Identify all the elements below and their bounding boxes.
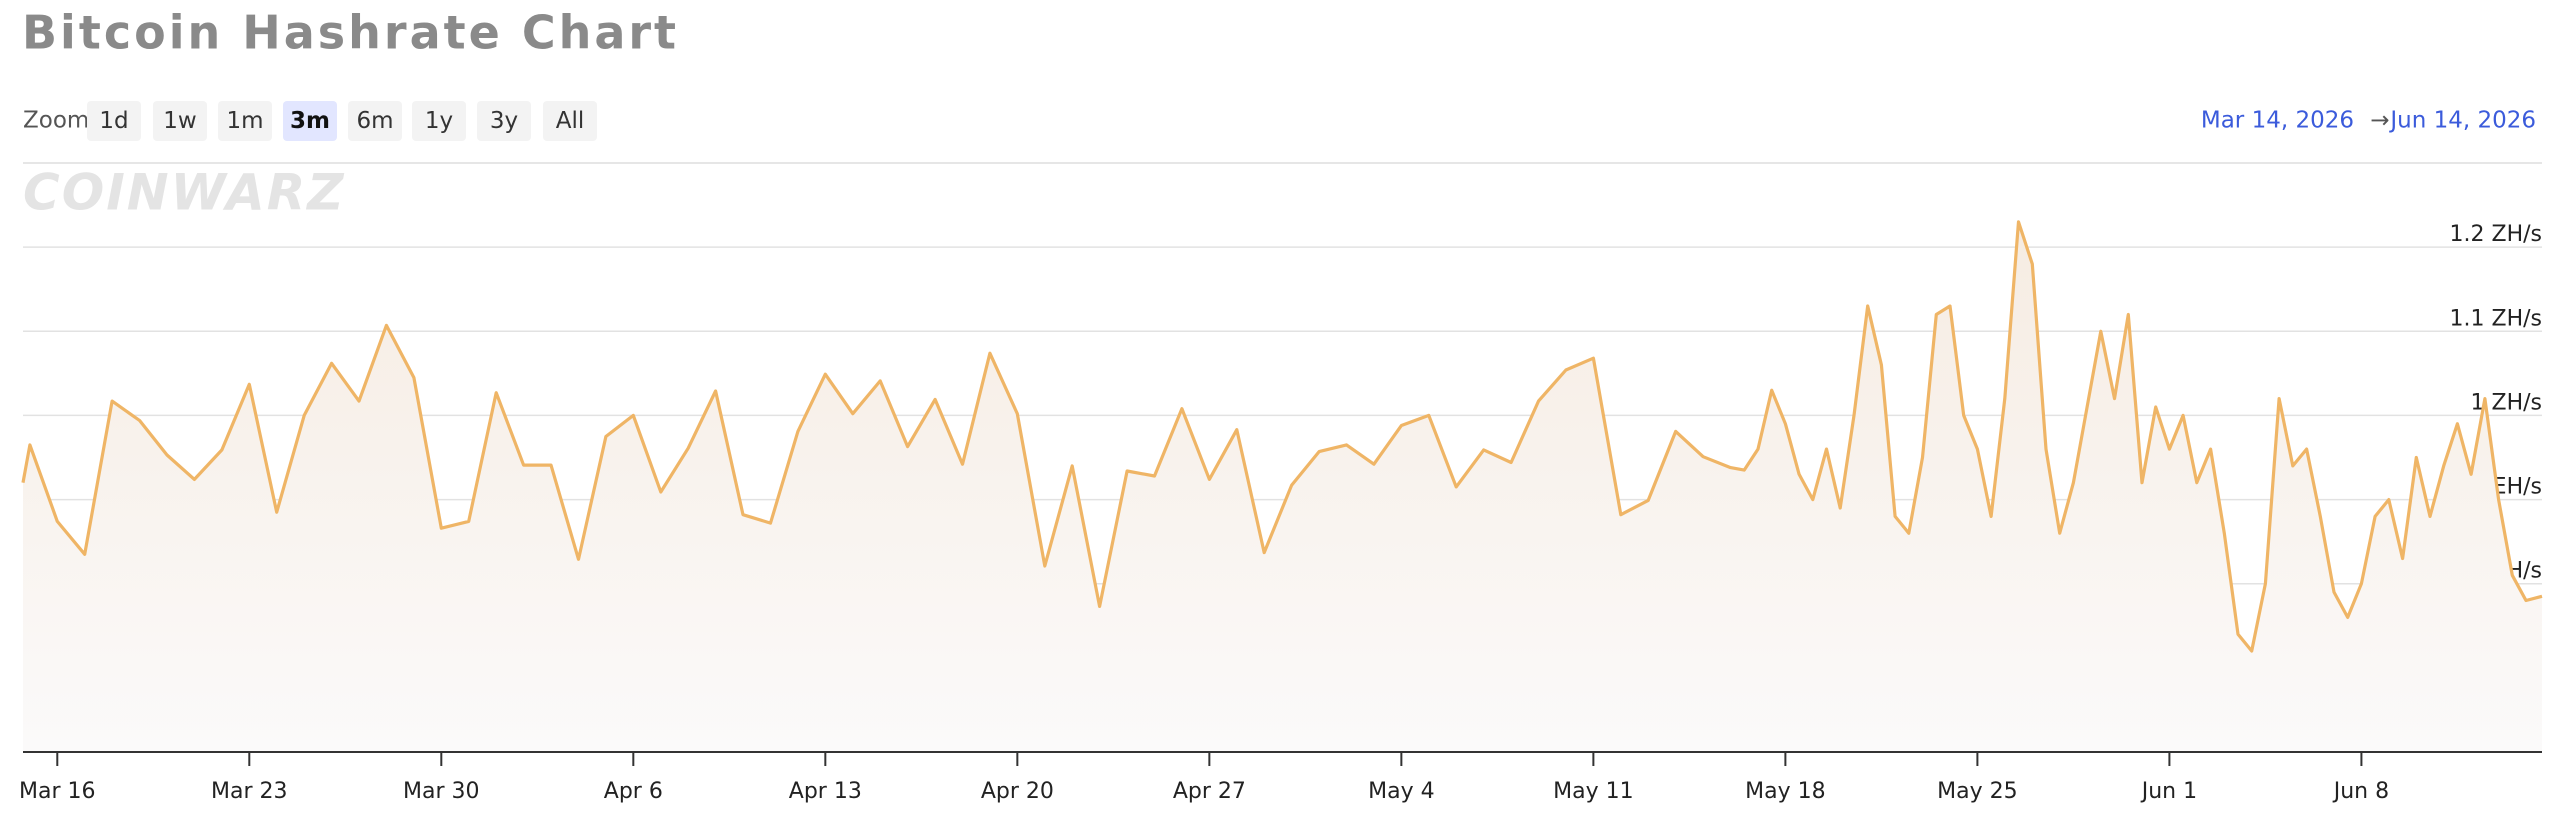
zoom-label: Zoom [23, 108, 89, 134]
zoom-button[interactable]: 6m [348, 101, 402, 141]
zoom-button[interactable]: 3m [283, 101, 337, 141]
date-separator: → [2370, 108, 2389, 134]
x-tick-label: Mar 30 [403, 779, 480, 804]
chart-title: Bitcoin Hashrate Chart [22, 6, 679, 60]
x-tick-label: May 18 [1745, 779, 1825, 804]
x-tick-label: Apr 13 [789, 779, 862, 804]
series-line [21, 220, 2543, 653]
x-tick-label: Apr 6 [604, 779, 663, 804]
y-tick-label: 1.2 ZH/s [2450, 222, 2542, 247]
zoom-button[interactable]: 1m [218, 101, 272, 141]
area-fill [23, 221, 2542, 752]
x-tick-label: Jun 8 [2332, 779, 2389, 804]
x-tick-label: May 4 [1368, 779, 1434, 804]
x-tick-label: May 11 [1553, 779, 1633, 804]
y-tick-label: 1.1 ZH/s [2450, 306, 2542, 331]
watermark: COINWARZ [23, 164, 345, 222]
zoom-button[interactable]: 1d [87, 101, 141, 141]
date-from[interactable]: Mar 14, 2026 [2201, 108, 2354, 134]
x-tick-label: May 25 [1937, 779, 2017, 804]
x-tick-label: Mar 16 [19, 779, 96, 804]
zoom-button[interactable]: 1y [412, 101, 466, 141]
zoom-button[interactable]: All [543, 101, 597, 141]
zoom-button[interactable]: 3y [477, 101, 531, 141]
x-tick-label: Mar 23 [211, 779, 288, 804]
x-tick-label: Apr 27 [1173, 779, 1246, 804]
x-tick-label: Apr 20 [981, 779, 1054, 804]
zoom-button[interactable]: 1w [153, 101, 207, 141]
date-to[interactable]: Jun 14, 2026 [2388, 108, 2536, 134]
x-tick-label: Jun 1 [2140, 779, 2197, 804]
